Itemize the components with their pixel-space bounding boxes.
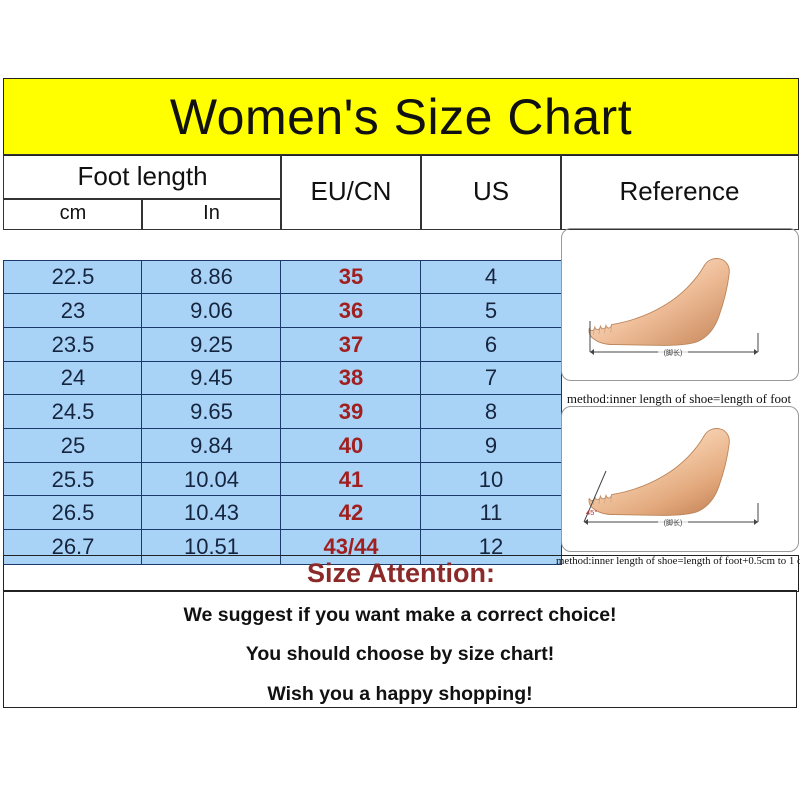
svg-text:45°: 45° xyxy=(586,508,597,517)
svg-text:(脚长): (脚长) xyxy=(664,348,683,357)
svg-text:(脚长): (脚长) xyxy=(664,518,683,527)
